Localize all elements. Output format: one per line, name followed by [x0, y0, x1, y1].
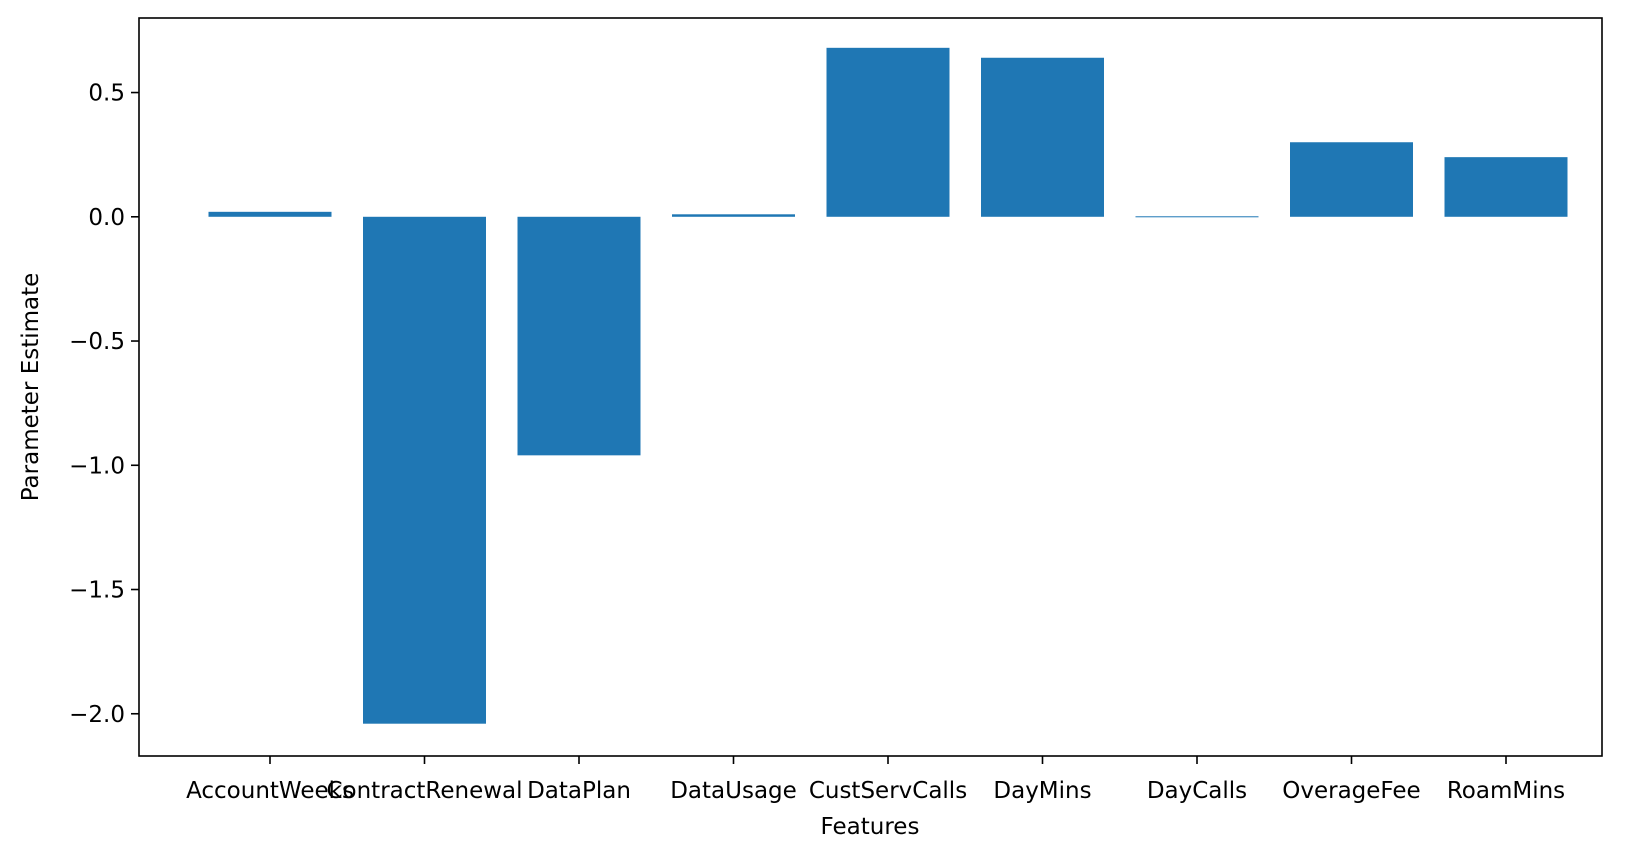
- bar-DataUsage: [672, 214, 795, 217]
- x-tick-label: RoamMins: [1447, 778, 1565, 804]
- x-tick-label: OverageFee: [1282, 778, 1420, 804]
- y-axis-title: Parameter Estimate: [18, 273, 44, 502]
- bar-DataPlan: [517, 216, 641, 456]
- x-tick-label: AccountWeeks: [186, 778, 354, 804]
- bar-DayMins: [981, 57, 1104, 217]
- bar-RoamMins: [1444, 157, 1568, 217]
- bar-DayCalls: [1135, 216, 1259, 218]
- bars-group: [208, 47, 1568, 724]
- x-tick-label: DayCalls: [1147, 778, 1247, 804]
- x-axis-title: Features: [821, 814, 920, 840]
- x-tick-label: CustServCalls: [809, 778, 967, 804]
- x-tick-label: DataUsage: [670, 778, 797, 804]
- x-tick-label: ContractRenewal: [326, 778, 522, 804]
- y-tick-label: −2.0: [69, 702, 125, 728]
- bar-CustServCalls: [826, 47, 950, 217]
- y-axis: 0.5 0.0 −0.5 −1.0 −1.5 −2.0: [69, 81, 139, 728]
- bar-OverageFee: [1290, 142, 1413, 217]
- x-tick-label: DataPlan: [527, 778, 631, 804]
- y-tick-label: −0.5: [69, 329, 125, 355]
- y-tick-label: −1.5: [69, 578, 125, 604]
- bar-AccountWeeks: [208, 211, 332, 217]
- y-tick-label: −1.0: [69, 453, 125, 479]
- bar-ContractRenewal: [363, 216, 486, 724]
- y-tick-label: 0.5: [88, 81, 125, 107]
- x-tick-label: DayMins: [993, 778, 1091, 804]
- plot-area-frame: [138, 17, 1603, 757]
- y-tick-label: 0.0: [88, 205, 125, 231]
